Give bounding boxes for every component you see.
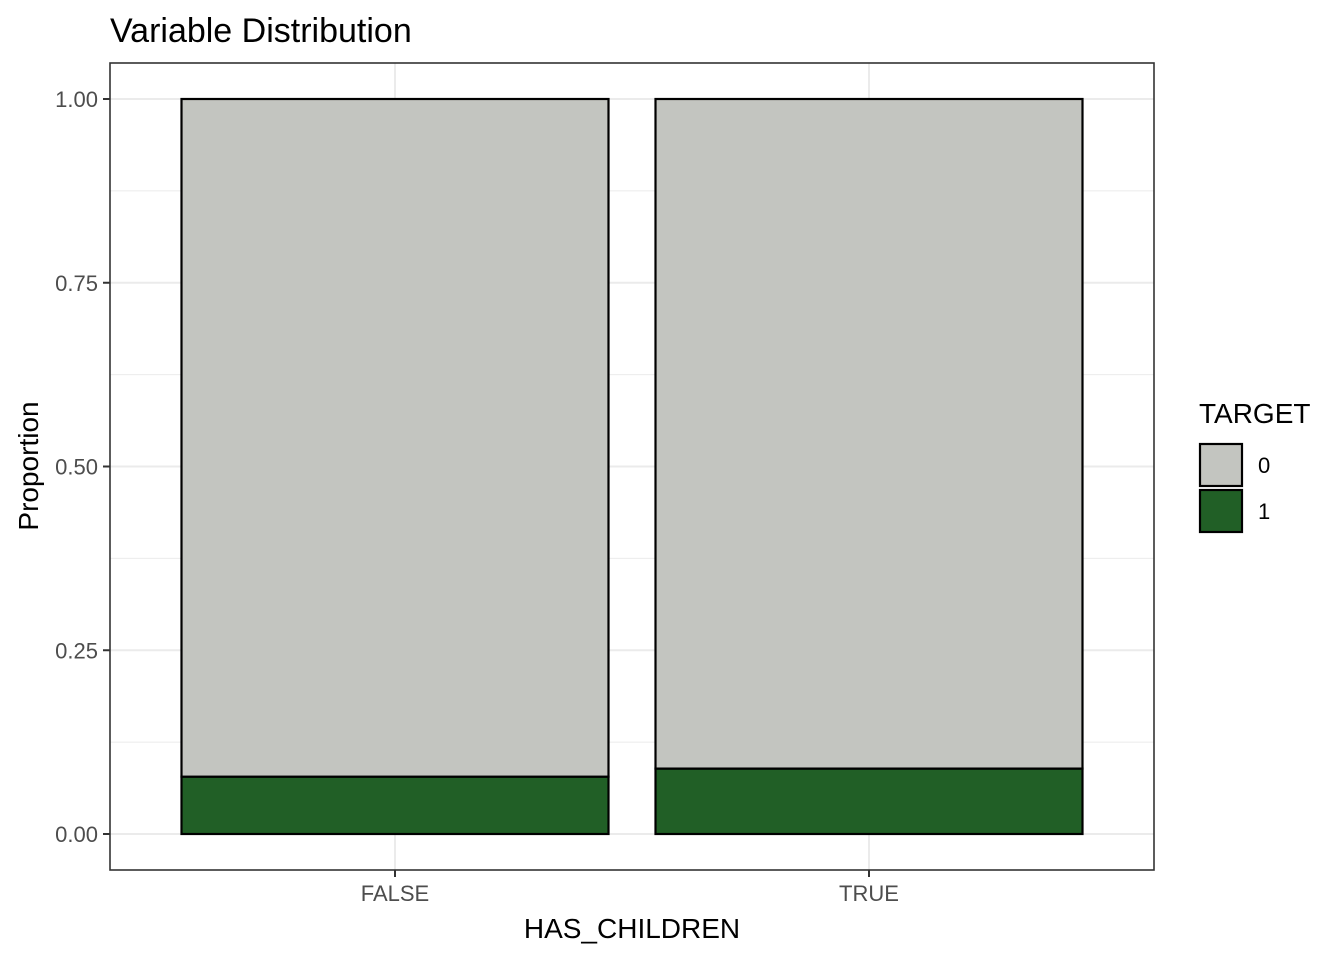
legend-label-1: 1 xyxy=(1258,499,1270,524)
bar-true-target-1 xyxy=(654,767,1084,836)
legend-key-0 xyxy=(1198,442,1244,488)
y-tick-label: 0.75 xyxy=(55,271,98,296)
legend-title: TARGET xyxy=(1199,398,1310,429)
x-tick-label: TRUE xyxy=(839,881,899,906)
y-axis: 0.00 0.25 0.50 0.75 1.00 xyxy=(55,87,110,847)
legend-label-0: 0 xyxy=(1258,453,1270,478)
x-axis-title: HAS_CHILDREN xyxy=(524,913,740,944)
legend-key-1 xyxy=(1198,488,1244,534)
legend: TARGET 0 1 xyxy=(1198,398,1310,534)
bars xyxy=(180,97,1084,836)
y-tick-label: 1.00 xyxy=(55,87,98,112)
y-axis-title: Proportion xyxy=(13,401,44,530)
chart-title: Variable Distribution xyxy=(110,12,412,50)
bar-false-target-0 xyxy=(180,97,610,778)
y-tick-label: 0.00 xyxy=(55,822,98,847)
bar-false-target-1 xyxy=(180,775,610,836)
x-axis: FALSE TRUE xyxy=(361,870,899,906)
x-tick-label: FALSE xyxy=(361,881,429,906)
bar-true-target-0 xyxy=(654,97,1084,770)
y-tick-label: 0.50 xyxy=(55,455,98,480)
y-tick-label: 0.25 xyxy=(55,638,98,663)
